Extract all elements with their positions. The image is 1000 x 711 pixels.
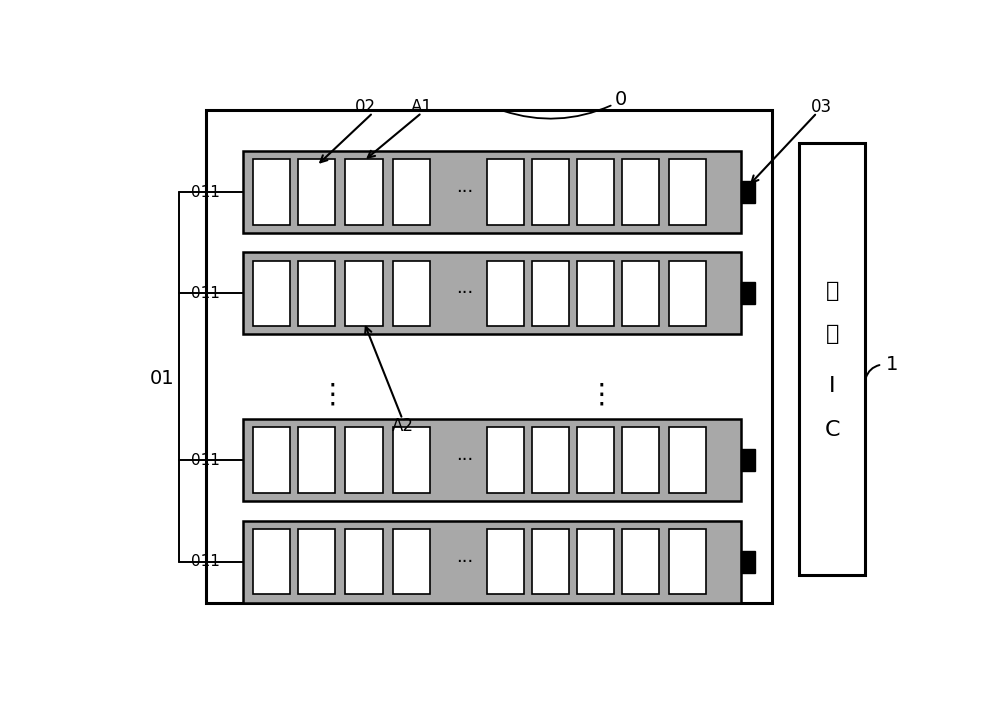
Bar: [298, 427, 335, 493]
Bar: [393, 529, 430, 594]
Bar: [799, 143, 865, 575]
Bar: [243, 151, 741, 233]
Bar: [577, 427, 614, 493]
Text: 02: 02: [355, 98, 376, 116]
Bar: [577, 529, 614, 594]
Text: 011: 011: [191, 554, 220, 569]
Text: C: C: [824, 420, 840, 440]
Text: 011: 011: [191, 453, 220, 468]
Bar: [622, 260, 659, 326]
Text: I: I: [829, 376, 835, 397]
Bar: [243, 419, 741, 501]
Bar: [532, 529, 569, 594]
Bar: [741, 449, 755, 471]
Bar: [669, 529, 706, 594]
Bar: [532, 427, 569, 493]
Bar: [741, 282, 755, 304]
Text: 03: 03: [810, 98, 832, 116]
Bar: [577, 260, 614, 326]
Bar: [253, 427, 290, 493]
Bar: [393, 159, 430, 225]
Bar: [741, 181, 755, 203]
Text: ···: ···: [456, 284, 473, 302]
Bar: [669, 427, 706, 493]
Text: ···: ···: [456, 183, 473, 201]
Text: 控: 控: [826, 324, 839, 344]
Text: ⋮: ⋮: [319, 380, 347, 409]
Bar: [345, 529, 383, 594]
Bar: [669, 260, 706, 326]
Text: 0: 0: [615, 90, 627, 109]
Bar: [622, 529, 659, 594]
Bar: [622, 159, 659, 225]
Bar: [487, 529, 524, 594]
Text: 1: 1: [886, 355, 898, 374]
Text: 01: 01: [150, 369, 175, 387]
Bar: [253, 159, 290, 225]
Text: 011: 011: [191, 286, 220, 301]
Bar: [345, 427, 383, 493]
Text: 011: 011: [191, 185, 220, 200]
Bar: [298, 529, 335, 594]
Text: ···: ···: [456, 451, 473, 469]
Bar: [532, 159, 569, 225]
Bar: [393, 260, 430, 326]
Bar: [741, 550, 755, 572]
Text: ⋮: ⋮: [588, 380, 615, 409]
Text: A1: A1: [411, 98, 433, 116]
Bar: [532, 260, 569, 326]
Text: A2: A2: [391, 417, 413, 434]
Text: ···: ···: [456, 552, 473, 571]
Bar: [393, 427, 430, 493]
Bar: [253, 260, 290, 326]
Bar: [622, 427, 659, 493]
Bar: [577, 159, 614, 225]
Bar: [487, 427, 524, 493]
Bar: [345, 159, 383, 225]
Bar: [298, 260, 335, 326]
Bar: [669, 159, 706, 225]
Bar: [487, 159, 524, 225]
Text: 触: 触: [826, 281, 839, 301]
Bar: [243, 252, 741, 334]
Bar: [345, 260, 383, 326]
Bar: [487, 260, 524, 326]
Bar: [243, 520, 741, 603]
Bar: [206, 110, 772, 603]
Bar: [253, 529, 290, 594]
Bar: [298, 159, 335, 225]
